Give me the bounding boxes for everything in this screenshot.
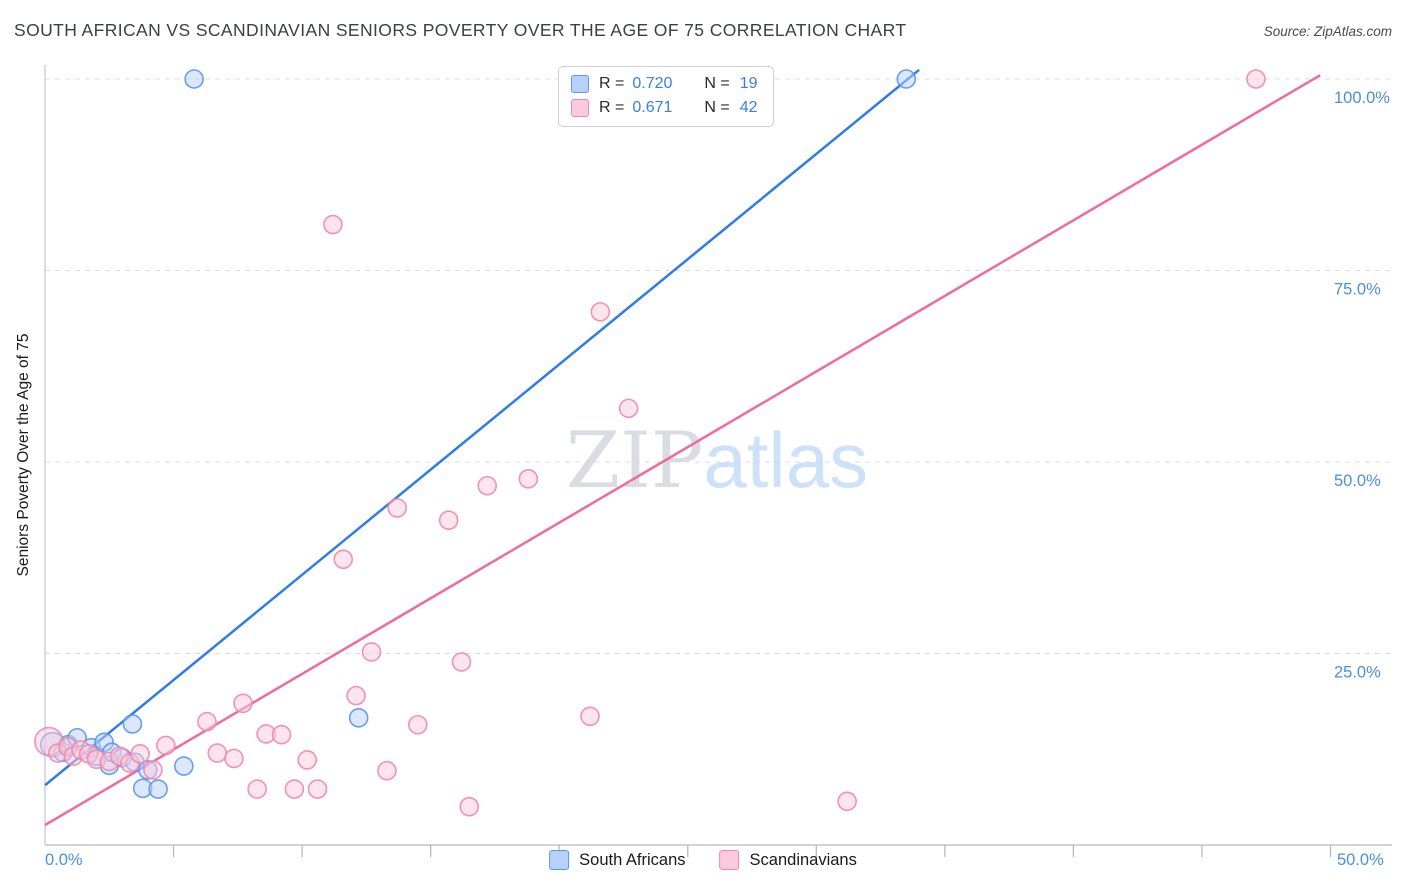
r-value: 0.720 [632,75,673,92]
axes [44,65,1392,857]
trend-line-south-africans [44,68,920,787]
page-title: SOUTH AFRICAN VS SCANDINAVIAN SENIORS PO… [14,20,907,40]
y-tick-label: 100.0% [1334,89,1390,107]
trend-line-scandinavians [44,74,1321,827]
scatter-point-scandinavians [224,748,244,769]
scatter-point-scandinavians [284,779,305,799]
scatter-point-scandinavians [1246,69,1266,89]
scandinavians-swatch-icon [719,850,740,870]
n-value: 19 [739,75,758,92]
n-label: N = [704,75,730,92]
gridlines [45,78,1392,654]
south-africans-swatch-icon [549,850,570,870]
scatter-point-scandinavians [377,760,397,781]
scatter-point-scandinavians [247,779,267,799]
scatter-point-scandinavians [333,549,354,570]
scatter-point-scandinavians [233,693,253,714]
scatter-point-south-africans [148,779,168,799]
legend-item-scandinavians: Scandinavians [719,850,857,870]
scatter-point-scandinavians [518,469,539,489]
y-tick-label: 75.0% [1334,281,1381,299]
scatter-point-scandinavians [130,744,150,764]
scatter-point-scandinavians [580,706,600,727]
legend-row-scandinavians: R = 0.671 N = 42 [571,99,757,117]
scatter-point-scandinavians [451,652,472,672]
zipatlas-watermark: ZIPatlas [566,416,868,506]
scatter-point-scandinavians [297,750,318,770]
scatter-point-scandinavians [361,642,382,662]
source-attribution: Source: ZipAtlas.com [1263,24,1392,39]
watermark: ZIPatlas [566,416,868,506]
y-tick-label: 25.0% [1334,664,1381,682]
south-africans-swatch-icon [571,75,589,93]
scatter-point-south-africans [348,708,369,728]
scatter-point-scandinavians [307,779,328,799]
scatter-point-scandinavians [346,685,366,706]
scatter-point-south-africans [122,714,143,734]
scatter-point-scandinavians [197,711,217,732]
correlation-legend: R = 0.720 N = 19 R = 0.671 N = 42 [558,66,775,127]
scatter-point-scandinavians [618,398,639,419]
scatter-point-scandinavians [207,743,228,763]
scatter-point-scandinavians [407,714,428,735]
n-value: 42 [739,99,758,116]
legend-item-south-africans: South Africans [549,850,686,870]
scatter-point-scandinavians [143,760,163,780]
series-legend: South Africans Scandinavians [549,850,857,870]
scatter-point-scandinavians [477,475,498,496]
x-axis-min-label: 0.0% [45,851,83,869]
scatter-point-scandinavians [387,498,408,518]
legend-label: South Africans [579,850,686,869]
legend-label: Scandinavians [749,850,857,869]
x-axis-max-label: 50.0% [1337,851,1384,869]
trend-lines [44,68,1321,827]
scatter-point-scandinavians [837,791,857,812]
y-tick-label: 50.0% [1334,472,1381,490]
scatter-point-scandinavians [438,510,459,531]
n-label: N = [704,99,730,116]
scatter-point-scandinavians [271,724,292,745]
legend-row-south-africans: R = 0.720 N = 19 [571,75,757,93]
scatter-point-south-africans [184,69,204,89]
r-label: R = [599,75,625,92]
r-value: 0.671 [632,99,673,116]
scatter-point-south-africans [174,756,194,776]
scatter-point-scandinavians [590,302,611,322]
scatter-points [34,69,1266,817]
scatter-point-scandinavians [156,735,176,756]
scatter-point-scandinavians [459,796,480,817]
scandinavians-swatch-icon [571,99,589,117]
y-axis-title: Seniors Poverty Over the Age of 75 [15,334,32,577]
y-tick-labels: 100.0% 75.0% 50.0% 25.0% [1334,89,1390,682]
scatter-point-scandinavians [323,214,343,235]
r-label: R = [599,99,625,116]
scatter-point-south-africans [896,69,917,89]
